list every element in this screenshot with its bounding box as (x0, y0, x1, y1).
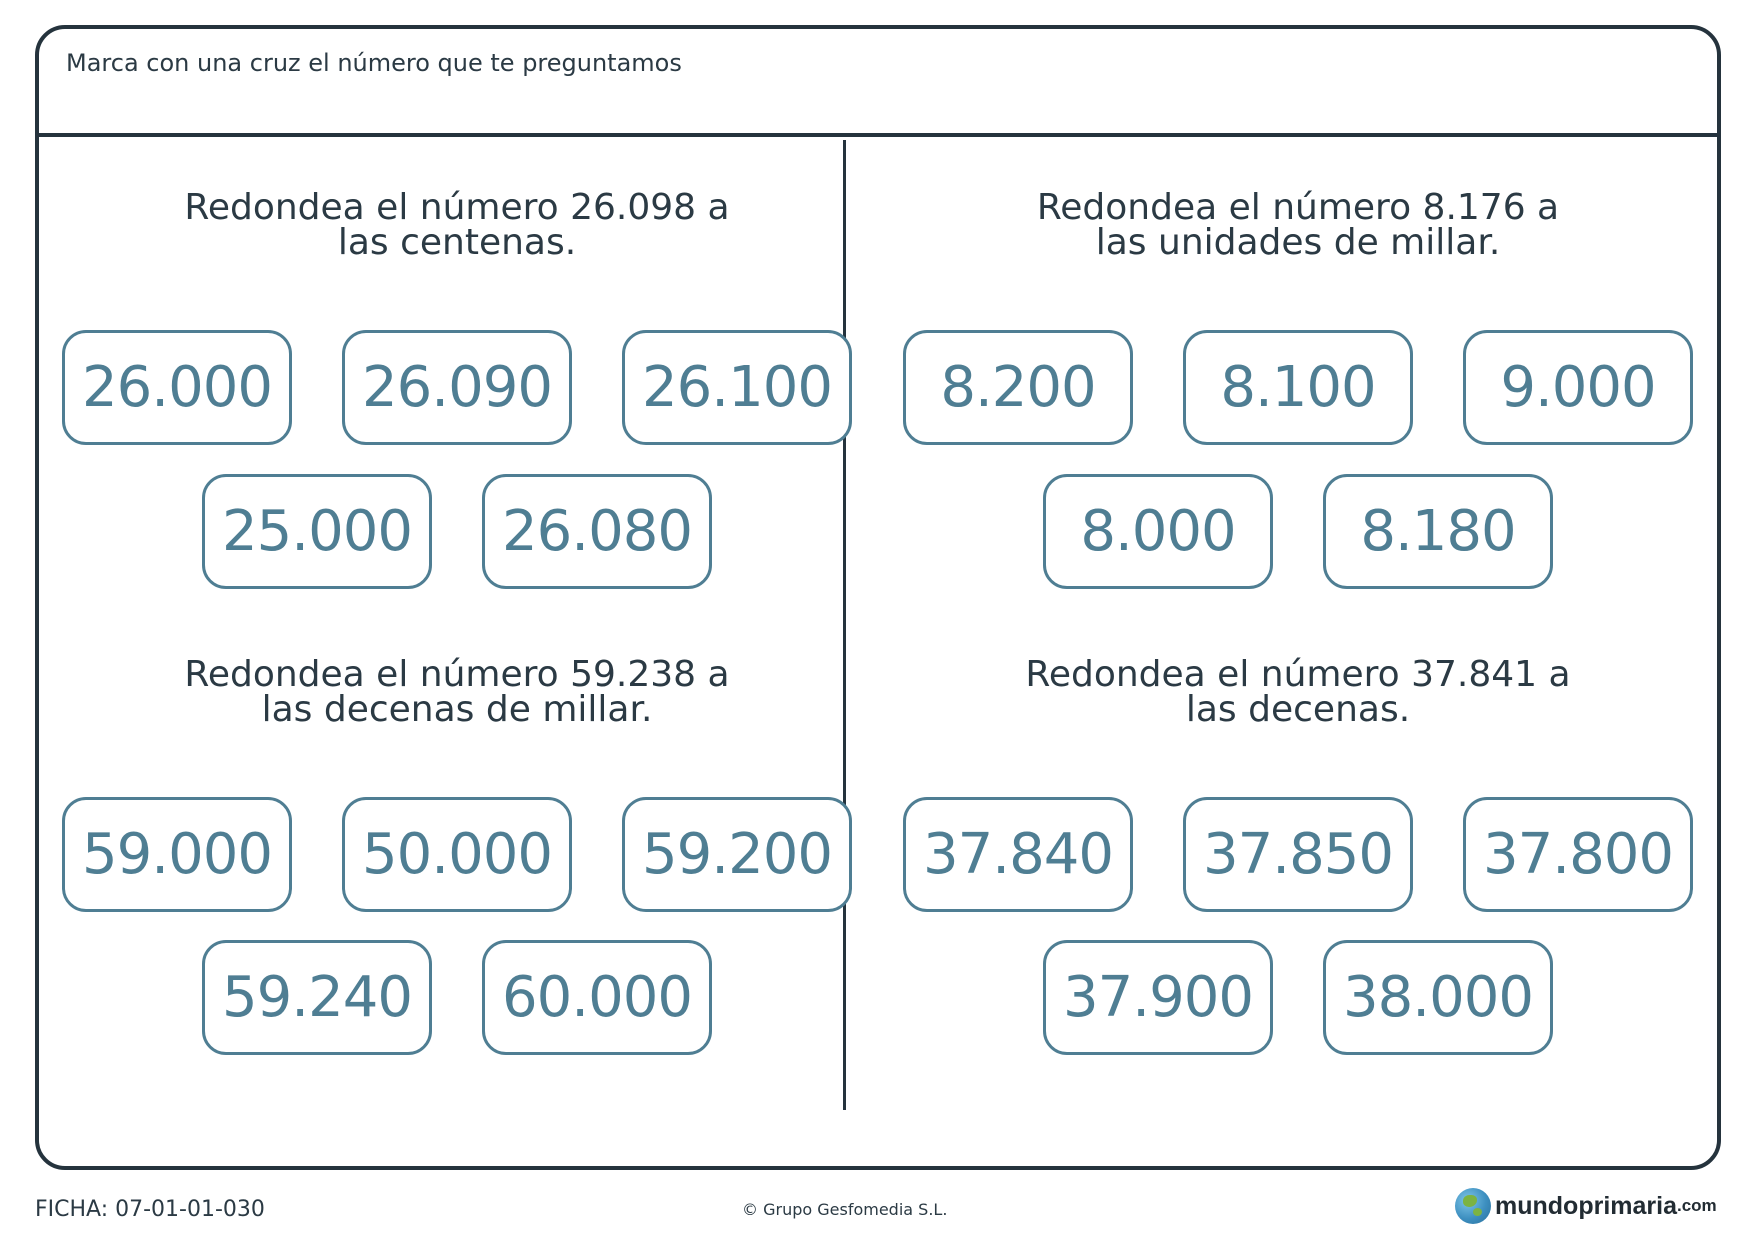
exercise-4-question-line1: Redondea el número 37.841 a (1025, 654, 1571, 695)
exercise-4-question-line2: las decenas. (1185, 689, 1411, 730)
exercise-4-question: Redondea el número 37.841 a las decenas. (898, 654, 1698, 730)
exercise-1-option-4[interactable]: 25.000 (202, 474, 432, 589)
exercise-3-option-3[interactable]: 59.200 (622, 797, 852, 912)
exercise-2-option-4[interactable]: 8.000 (1043, 474, 1273, 589)
brand-name: mundoprimaria (1495, 1191, 1677, 1220)
exercise-3-question-line2: las decenas de millar. (261, 689, 653, 730)
exercise-1-question-line1: Redondea el número 26.098 a (184, 187, 730, 228)
exercise-3-option-2[interactable]: 50.000 (342, 797, 572, 912)
exercise-2-option-2[interactable]: 8.100 (1183, 330, 1413, 445)
exercise-3-question: Redondea el número 59.238 a las decenas … (57, 654, 857, 730)
exercise-4-option-2[interactable]: 37.850 (1183, 797, 1413, 912)
ficha-code: FICHA: 07-01-01-030 (35, 1197, 265, 1222)
exercise-3-question-line1: Redondea el número 59.238 a (184, 654, 730, 695)
exercise-3-option-5[interactable]: 60.000 (482, 940, 712, 1055)
exercise-3-option-1[interactable]: 59.000 (62, 797, 292, 912)
exercise-1-option-1[interactable]: 26.000 (62, 330, 292, 445)
worksheet-header: Marca con una cruz el número que te preg… (39, 29, 1717, 137)
brand-logo[interactable]: mundoprimaria .com (1455, 1188, 1717, 1224)
exercise-4-option-5[interactable]: 38.000 (1323, 940, 1553, 1055)
exercise-4-option-1[interactable]: 37.840 (903, 797, 1133, 912)
exercise-2-question-line1: Redondea el número 8.176 a (1036, 187, 1560, 228)
globe-icon (1455, 1188, 1491, 1224)
exercise-1-question-line2: las centenas. (337, 222, 577, 263)
exercise-4-option-3[interactable]: 37.800 (1463, 797, 1693, 912)
exercise-1-option-2[interactable]: 26.090 (342, 330, 572, 445)
exercise-2-option-5[interactable]: 8.180 (1323, 474, 1553, 589)
exercise-1-option-5[interactable]: 26.080 (482, 474, 712, 589)
worksheet-frame: Marca con una cruz el número que te preg… (35, 25, 1721, 1170)
copyright-text: © Grupo Gesfomedia S.L. (742, 1200, 948, 1219)
exercise-1-question: Redondea el número 26.098 a las centenas… (57, 187, 857, 263)
exercise-2-question: Redondea el número 8.176 a las unidades … (898, 187, 1698, 263)
brand-tld: .com (1676, 1196, 1717, 1215)
exercise-2-option-3[interactable]: 9.000 (1463, 330, 1693, 445)
exercise-4-option-4[interactable]: 37.900 (1043, 940, 1273, 1055)
exercise-3-option-4[interactable]: 59.240 (202, 940, 432, 1055)
exercise-2-question-line2: las unidades de millar. (1095, 222, 1501, 263)
instruction-text: Marca con una cruz el número que te preg… (66, 49, 682, 77)
column-divider (843, 140, 846, 1110)
exercise-2-option-1[interactable]: 8.200 (903, 330, 1133, 445)
exercise-1-option-3[interactable]: 26.100 (622, 330, 852, 445)
